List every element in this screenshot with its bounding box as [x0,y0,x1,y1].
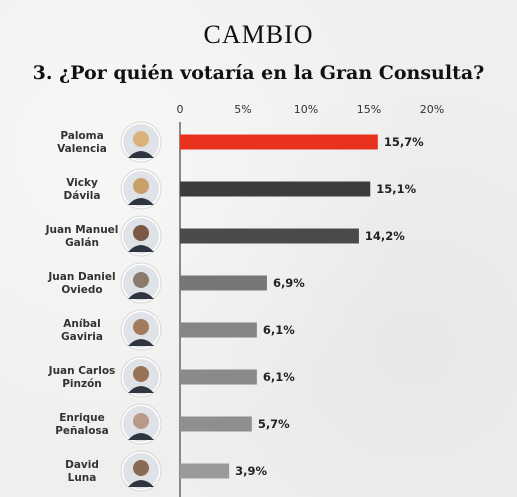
x-tick-label: 10% [294,103,318,116]
x-tick-label: 0 [177,103,184,116]
data-bar [180,369,257,385]
data-label: 3,9% [235,464,267,478]
candidate-name: Peñalosa [55,425,109,437]
data-label: 6,1% [263,323,295,337]
candidate-avatar-head [133,460,149,476]
candidate-avatar-head [133,131,149,147]
candidate-avatar-head [133,225,149,241]
candidate-name: Oviedo [61,284,102,296]
candidate-name: Vicky [66,177,98,189]
candidate-avatar-body [128,480,154,487]
candidate-name: Juan Manuel [45,224,119,236]
x-tick-label: 20% [420,103,444,116]
data-bar [180,134,378,150]
candidate-avatar-head [133,178,149,194]
candidate-name: Valencia [57,143,107,155]
candidate-avatar-body [128,292,154,299]
data-bar [180,228,359,244]
candidate-avatar-head [133,366,149,382]
data-bar [180,416,252,432]
data-bar [180,463,230,479]
data-bar [180,275,267,291]
data-label: 5,7% [258,417,290,431]
data-bar [180,181,371,197]
data-label: 6,1% [263,370,295,384]
candidate-avatar-body [128,151,154,158]
data-label: 15,7% [384,135,424,149]
chart-title: 3. ¿Por quién votaría en la Gran Consult… [32,62,485,84]
data-label: 15,1% [376,182,416,196]
candidate-avatar-body [128,433,154,440]
candidate-name: Gaviria [61,331,103,343]
candidate-name: Pinzón [62,378,102,390]
candidate-avatar-body [128,339,154,346]
candidate-avatar-head [133,413,149,429]
candidate-name: Enrique [59,412,105,424]
candidate-avatar-head [133,272,149,288]
x-tick-label: 15% [357,103,381,116]
candidate-avatar-body [128,245,154,252]
candidate-name: Luna [68,472,97,484]
x-tick-label: 5% [234,103,251,116]
candidate-name: David [65,459,99,471]
candidate-avatar-head [133,319,149,335]
candidate-avatar-body [128,386,154,393]
candidate-name: Aníbal [63,318,100,330]
data-bar [180,322,257,338]
candidate-name: Dávila [64,190,101,202]
data-label: 14,2% [365,229,405,243]
candidate-avatar-body [128,198,154,205]
candidate-name: Juan Daniel [47,271,115,283]
data-label: 6,9% [273,276,305,290]
brand-logo: CAMBIO [203,20,314,49]
candidate-name: Galán [65,237,99,249]
candidate-name: Juan Carlos [48,365,116,377]
candidate-name: Paloma [60,130,103,142]
